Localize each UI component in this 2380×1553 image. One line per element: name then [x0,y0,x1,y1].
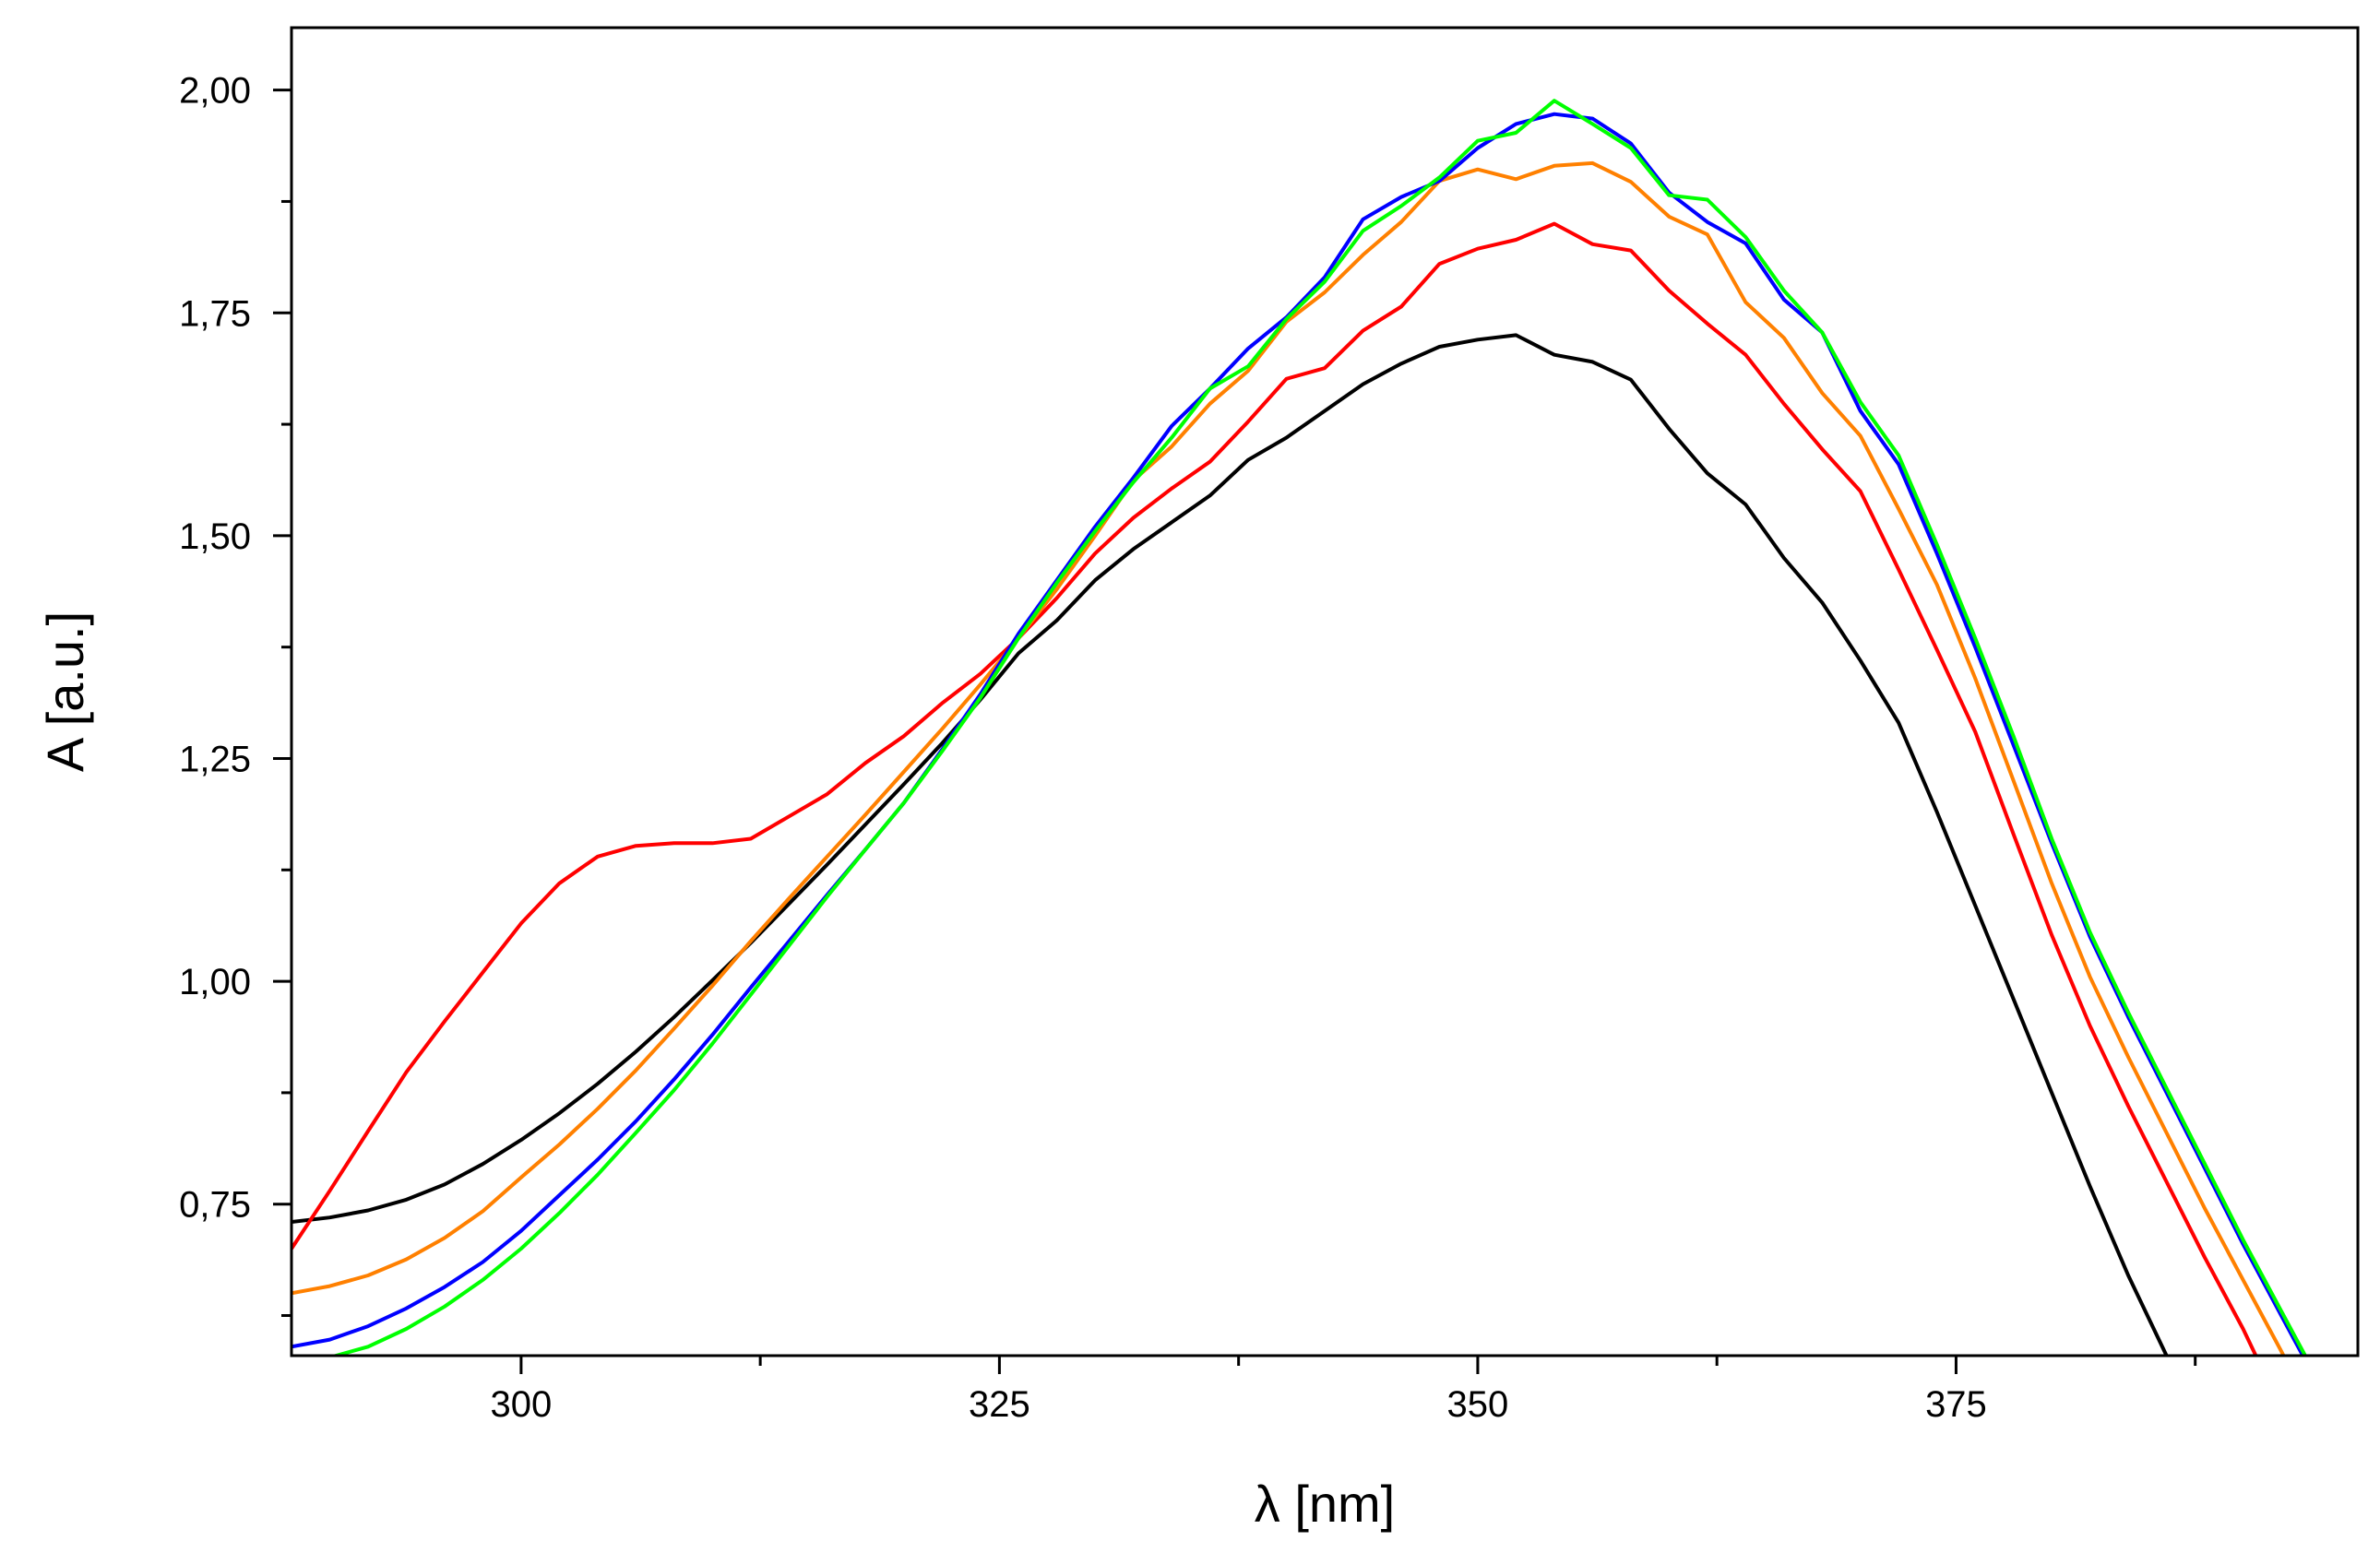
x-tick-label: 375 [1925,1384,1987,1425]
series-line-red [292,221,2258,1356]
series-line-green [328,99,2308,1356]
y-tick-label: 1,00 [179,962,251,1002]
tick-labels-layer: 300 325 350 375 0,75 1,00 1,25 1,50 1,75 2,00 [179,71,1987,1425]
x-tick-label: 300 [491,1384,553,1425]
y-tick-label: 1,25 [179,739,251,779]
x-tick-label: 350 [1447,1384,1509,1425]
series-line-blue [292,112,2305,1356]
y-tick-label: 0,75 [179,1185,251,1226]
series-line-orange [292,160,2286,1356]
y-tick-label: 1,50 [179,516,251,557]
y-axis-title: A [a.u.] [36,611,94,772]
x-axis-title: λ [nm] [1255,1475,1395,1533]
ticks-layer [273,89,2197,1374]
series-line-black [292,333,2169,1356]
x-tick-label: 325 [969,1384,1030,1425]
plot-frame [290,26,2360,1357]
y-tick-label: 1,75 [179,293,251,334]
y-tick-label: 2,00 [179,71,251,112]
series-layer [292,99,2308,1356]
